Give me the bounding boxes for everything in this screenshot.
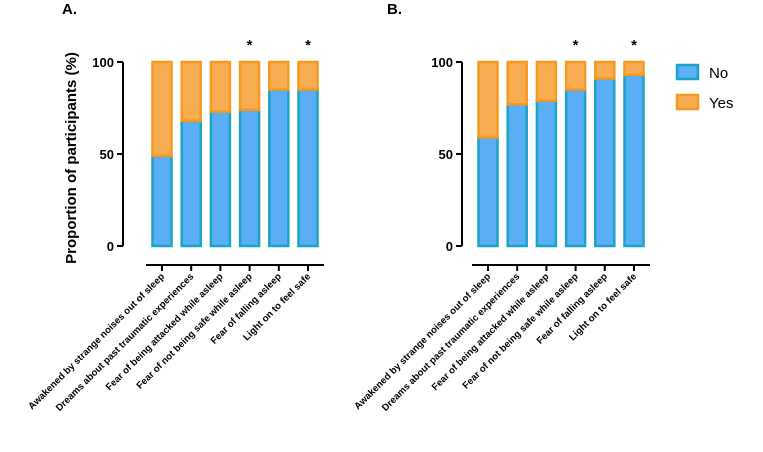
significance-marker: * bbox=[305, 37, 311, 54]
y-tick-label: 100 bbox=[92, 55, 114, 70]
bar-no bbox=[594, 77, 616, 248]
bar-yes bbox=[535, 60, 558, 102]
bar-yes bbox=[564, 60, 587, 91]
legend-swatch bbox=[675, 63, 700, 81]
x-category-label: Fear of being attacked while asleep bbox=[430, 271, 552, 393]
bar-no bbox=[238, 108, 261, 248]
bar-no bbox=[151, 154, 173, 248]
bar-yes bbox=[151, 60, 173, 158]
bar-yes bbox=[477, 60, 499, 139]
y-tick-label: 0 bbox=[107, 239, 114, 254]
significance-marker: * bbox=[573, 37, 579, 54]
bar-no bbox=[209, 110, 232, 248]
bar-no bbox=[477, 136, 499, 248]
bar-no bbox=[506, 103, 528, 248]
bar-no bbox=[268, 88, 290, 248]
bar-no bbox=[535, 99, 558, 248]
y-tick-label: 100 bbox=[431, 55, 453, 70]
legend-swatch bbox=[675, 93, 700, 111]
significance-marker: * bbox=[631, 37, 637, 54]
bar-yes bbox=[238, 60, 261, 112]
y-tick-label: 50 bbox=[100, 147, 114, 162]
significance-marker: * bbox=[247, 37, 253, 54]
bar-no bbox=[297, 88, 319, 248]
x-category-label: Fear of being attacked while asleep bbox=[104, 271, 226, 393]
y-tick-label: 50 bbox=[439, 147, 453, 162]
bar-no bbox=[180, 119, 202, 248]
legend-label: Yes bbox=[709, 95, 733, 112]
y-axis-title: Proportion of participants (%) bbox=[63, 52, 80, 264]
bar-yes bbox=[297, 60, 319, 91]
bar-yes bbox=[506, 60, 528, 106]
bar-yes bbox=[623, 60, 645, 77]
y-tick-label: 0 bbox=[446, 239, 453, 254]
bar-yes bbox=[268, 60, 290, 91]
legend-label: No bbox=[709, 65, 728, 82]
bar-no bbox=[623, 73, 645, 248]
bar-yes bbox=[594, 60, 616, 80]
bar-yes bbox=[180, 60, 202, 123]
bar-no bbox=[564, 88, 587, 248]
panel-label: B. bbox=[387, 1, 402, 18]
panel-label: A. bbox=[62, 1, 77, 18]
bar-yes bbox=[209, 60, 232, 113]
